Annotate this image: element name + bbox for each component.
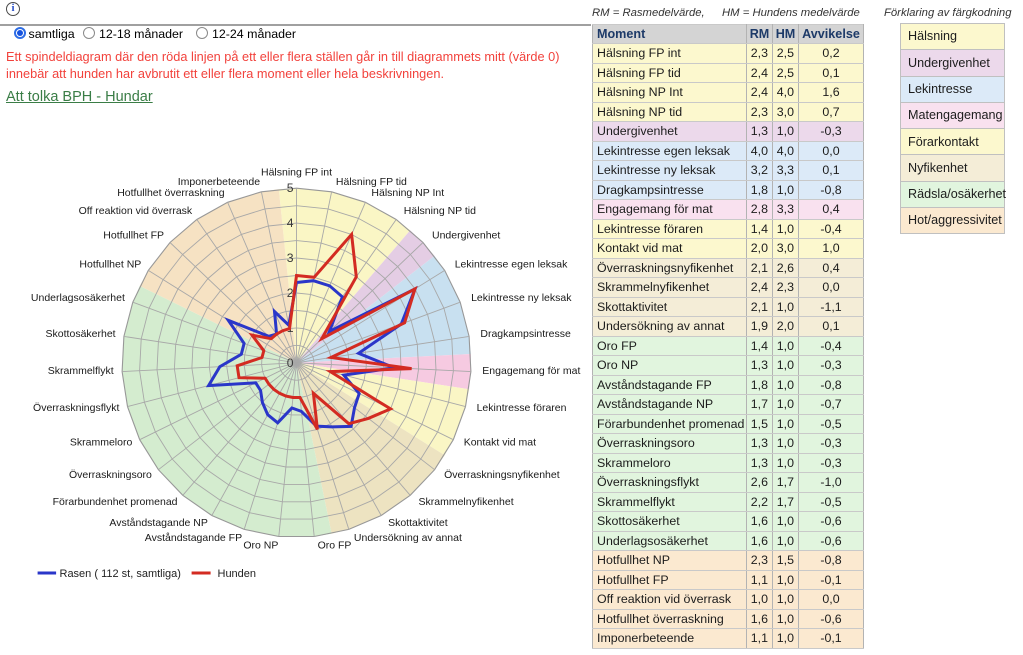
svg-text:Off reaktion vid överrask: Off reaktion vid överrask	[79, 205, 193, 217]
svg-text:Avståndstagande FP: Avståndstagande FP	[145, 532, 242, 544]
svg-text:Rasen ( 112 st, samtliga): Rasen ( 112 st, samtliga)	[60, 568, 181, 580]
svg-text:Oro FP: Oro FP	[318, 539, 352, 551]
svg-text:Skrammelflykt: Skrammelflykt	[48, 365, 114, 377]
svg-text:Undergivenhet: Undergivenhet	[432, 229, 500, 241]
svg-text:Skottaktivitet: Skottaktivitet	[388, 517, 448, 529]
svg-text:Lekintresse ny leksak: Lekintresse ny leksak	[471, 292, 572, 304]
svg-text:Överraskningsnyfikenhet: Överraskningsnyfikenhet	[444, 469, 560, 481]
svg-text:Undersökning av annat: Undersökning av annat	[354, 532, 462, 544]
svg-text:Skrammeloro: Skrammeloro	[70, 437, 133, 449]
svg-text:Engagemang för mat: Engagemang för mat	[482, 365, 580, 377]
svg-text:Förarbundenhet promenad: Förarbundenhet promenad	[53, 496, 178, 508]
svg-text:Hälsning NP Int: Hälsning NP Int	[371, 187, 444, 199]
svg-text:Hälsning NP tid: Hälsning NP tid	[404, 205, 476, 217]
svg-text:Överraskningsoro: Överraskningsoro	[69, 469, 152, 481]
svg-text:Hunden: Hunden	[218, 568, 257, 580]
svg-text:Överraskningsflykt: Överraskningsflykt	[33, 402, 119, 414]
svg-text:4: 4	[287, 216, 294, 230]
svg-text:3: 3	[287, 251, 294, 265]
svg-text:2: 2	[287, 286, 294, 300]
svg-text:Lekintresse egen leksak: Lekintresse egen leksak	[455, 259, 568, 271]
svg-text:Imponerbeteende: Imponerbeteende	[178, 176, 260, 188]
svg-text:0: 0	[287, 356, 294, 370]
svg-text:Hotfullhet NP: Hotfullhet NP	[79, 259, 141, 271]
svg-text:Kontakt vid mat: Kontakt vid mat	[464, 437, 536, 449]
svg-text:Avståndstagande NP: Avståndstagande NP	[109, 517, 207, 529]
svg-text:Skrammelnyfikenhet: Skrammelnyfikenhet	[419, 496, 514, 508]
svg-text:Hälsning FP int: Hälsning FP int	[261, 166, 332, 178]
svg-text:Oro NP: Oro NP	[243, 539, 278, 551]
svg-text:Underlagsosäkerhet: Underlagsosäkerhet	[31, 292, 125, 304]
svg-text:Hotfullhet överraskning: Hotfullhet överraskning	[117, 187, 225, 199]
svg-text:Lekintresse föraren: Lekintresse föraren	[477, 402, 567, 414]
svg-text:Hälsning FP tid: Hälsning FP tid	[336, 176, 407, 188]
svg-text:Dragkampsintresse: Dragkampsintresse	[480, 328, 571, 340]
svg-text:Skottosäkerhet: Skottosäkerhet	[46, 328, 116, 340]
svg-text:5: 5	[287, 181, 294, 195]
svg-text:Hotfullhet FP: Hotfullhet FP	[103, 229, 164, 241]
